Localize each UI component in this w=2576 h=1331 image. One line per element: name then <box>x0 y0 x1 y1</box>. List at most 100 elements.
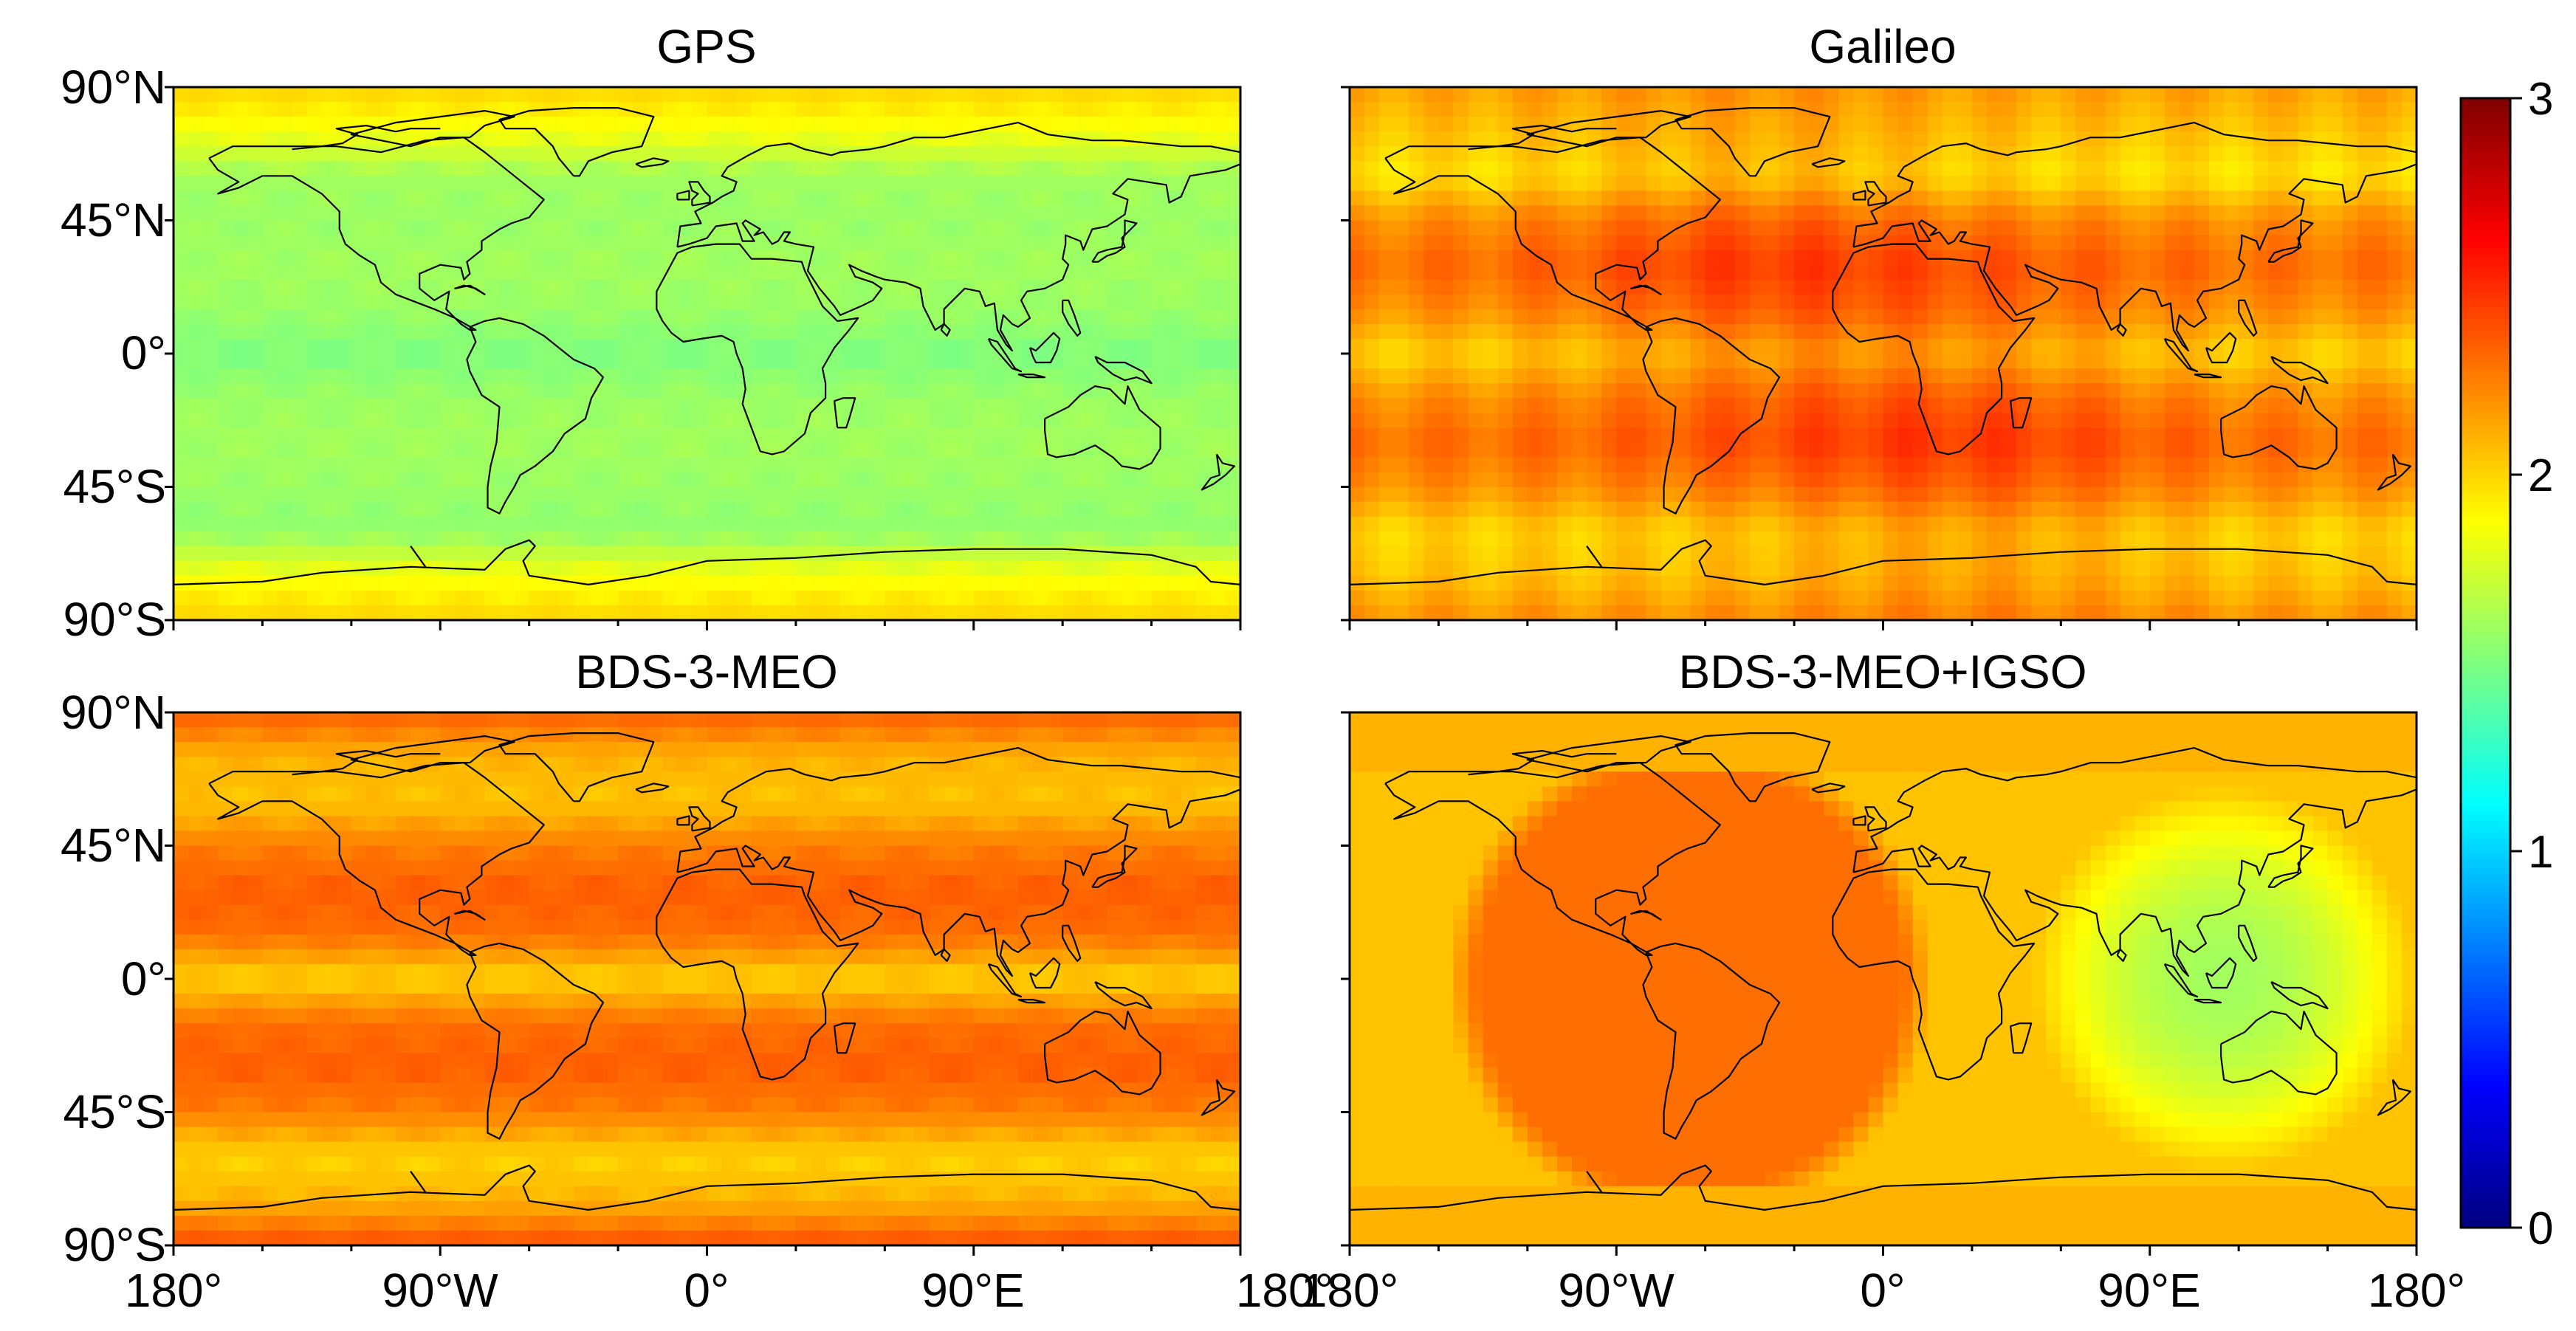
heatmap-cell <box>1438 383 1454 399</box>
heatmap-cell <box>1572 531 1587 547</box>
heatmap-cell <box>470 235 486 251</box>
heatmap-cell <box>1379 427 1395 444</box>
heatmap-cell <box>973 590 989 606</box>
heatmap-cell <box>810 117 826 132</box>
heatmap-cell <box>1616 354 1632 369</box>
heatmap-cell <box>365 398 382 414</box>
heatmap-cell <box>958 338 975 354</box>
heatmap-cell <box>2239 102 2255 117</box>
heatmap-cell <box>870 117 886 132</box>
heatmap-cell <box>351 516 367 532</box>
heatmap-cell <box>929 546 945 562</box>
heatmap-cell <box>1749 220 1765 236</box>
heatmap-cell <box>751 146 767 162</box>
heatmap-cell <box>1195 102 1212 117</box>
heatmap-cell <box>648 457 664 473</box>
heatmap-cell <box>1077 516 1093 532</box>
heatmap-cell <box>188 264 204 281</box>
heatmap-cell <box>2149 546 2165 562</box>
heatmap-cell <box>1660 323 1677 340</box>
heatmap-cell <box>825 87 841 103</box>
heatmap-cell <box>1166 516 1182 532</box>
heatmap-cell <box>1794 546 1810 562</box>
heatmap-cell <box>958 531 975 547</box>
heatmap-cell <box>174 279 189 295</box>
heatmap-cell <box>2386 413 2402 429</box>
heatmap-cell <box>1572 190 1587 207</box>
heatmap-cell <box>1971 354 1988 369</box>
heatmap-cell <box>1195 235 1212 251</box>
heatmap-cell <box>1957 294 1973 310</box>
heatmap-cell <box>2239 323 2255 340</box>
heatmap-cell <box>2075 323 2092 340</box>
heatmap-cell <box>973 516 989 532</box>
heatmap-cell <box>1033 605 1048 620</box>
heatmap-cell <box>1350 102 1365 117</box>
heatmap-cell <box>543 368 560 384</box>
heatmap-cell <box>1809 427 1825 444</box>
heatmap-cell <box>1438 338 1454 354</box>
heatmap-cell <box>1631 546 1647 562</box>
heatmap-cell <box>1423 398 1440 414</box>
heatmap-cell <box>1166 413 1182 429</box>
heatmap-cell <box>233 294 249 310</box>
heatmap-cell <box>780 309 797 325</box>
heatmap-cell <box>1779 368 1795 384</box>
heatmap-cell <box>1794 368 1810 384</box>
heatmap-cell <box>2134 338 2151 354</box>
heatmap-cell <box>2149 457 2165 473</box>
heatmap-cell <box>2401 190 2417 207</box>
heatmap-cell <box>2016 220 2032 236</box>
heatmap-cell <box>1779 250 1795 266</box>
heatmap-cell <box>588 294 604 310</box>
heatmap-cell <box>1705 427 1721 444</box>
heatmap-cell <box>351 605 367 620</box>
heatmap-cell <box>499 398 515 414</box>
heatmap-cell <box>573 398 589 414</box>
heatmap-cell <box>1734 102 1751 117</box>
heatmap-cell <box>1394 472 1410 488</box>
heatmap-cell <box>1092 413 1108 429</box>
heatmap-cell <box>499 205 515 221</box>
heatmap-cell <box>988 427 1004 444</box>
heatmap-cell <box>825 590 841 606</box>
heatmap-cell <box>2401 442 2417 458</box>
heatmap-cell <box>766 250 782 266</box>
heatmap-cell <box>1720 264 1736 281</box>
heatmap-cell <box>1556 220 1573 236</box>
heatmap-cell <box>2002 279 2017 295</box>
heatmap-cell <box>1720 516 1736 532</box>
heatmap-cell <box>2105 309 2121 325</box>
heatmap-cell <box>1883 176 1899 192</box>
heatmap-cell <box>396 354 411 369</box>
heatmap-cell <box>2046 190 2062 207</box>
heatmap-cell <box>365 250 382 266</box>
heatmap-cell <box>2105 146 2121 162</box>
heatmap-cell <box>1779 220 1795 236</box>
heatmap-cell <box>1556 442 1573 458</box>
heatmap-cell <box>677 146 693 162</box>
heatmap-cell <box>277 605 293 620</box>
heatmap-cell <box>1809 131 1825 148</box>
heatmap-cell <box>2016 368 2032 384</box>
heatmap-cell <box>1468 131 1484 148</box>
heatmap-cell <box>1942 413 1958 429</box>
heatmap-cell <box>1883 354 1899 369</box>
heatmap-cell <box>1883 117 1899 132</box>
heatmap-cell <box>455 87 471 103</box>
heatmap-cell <box>1210 338 1226 354</box>
heatmap-cell <box>2031 264 2047 281</box>
heatmap-cell <box>543 486 560 503</box>
heatmap-cell <box>174 605 189 620</box>
heatmap-cell <box>1483 368 1499 384</box>
heatmap-cell <box>1195 250 1212 266</box>
heatmap-cell <box>455 531 471 547</box>
heatmap-cell <box>1764 338 1780 354</box>
heatmap-cell <box>2401 131 2417 148</box>
heatmap-cell <box>292 560 308 577</box>
heatmap-cell <box>1809 442 1825 458</box>
heatmap-cell <box>944 486 960 503</box>
heatmap-cell <box>2031 501 2047 517</box>
heatmap-cell <box>470 560 486 577</box>
heatmap-cell <box>1077 575 1093 591</box>
